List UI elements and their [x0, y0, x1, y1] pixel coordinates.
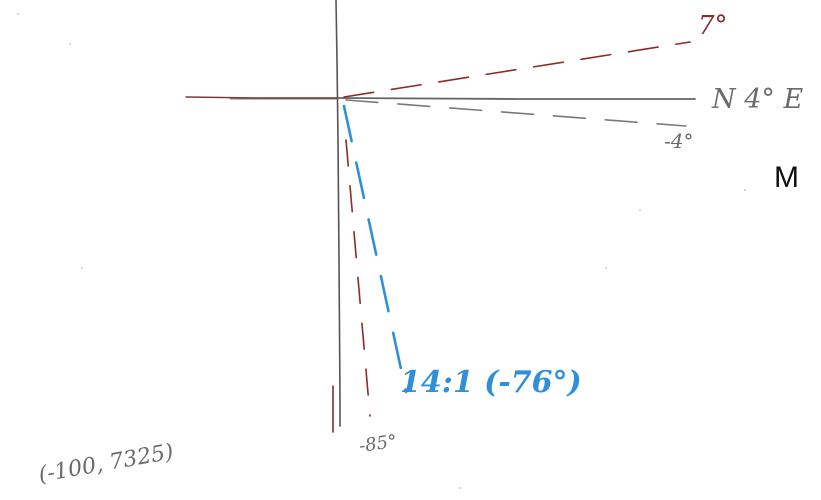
- slope-label: 14:1 (-76°): [400, 365, 582, 400]
- bearing-label: N 4° E: [711, 84, 803, 115]
- blue-dashed-line: [342, 104, 408, 394]
- minus-four-degree-dashed-line: [345, 99, 687, 127]
- red-dashed-line: [345, 139, 371, 417]
- north-4e-line: [337, 97, 696, 100]
- horizontal-axis-left: [185, 96, 339, 99]
- coordinate-label: (-100, 7325): [37, 440, 176, 488]
- marker-m-label: M: [774, 161, 799, 194]
- vertical-axis-line: [335, 0, 341, 427]
- angle-top-label: 7°: [698, 11, 728, 41]
- seven-degree-dashed-line: [343, 41, 691, 98]
- angle-right-lower-label: -4°: [664, 129, 693, 153]
- paper-specks: [17, 13, 746, 489]
- angle-bottom-label: -85°: [358, 431, 399, 457]
